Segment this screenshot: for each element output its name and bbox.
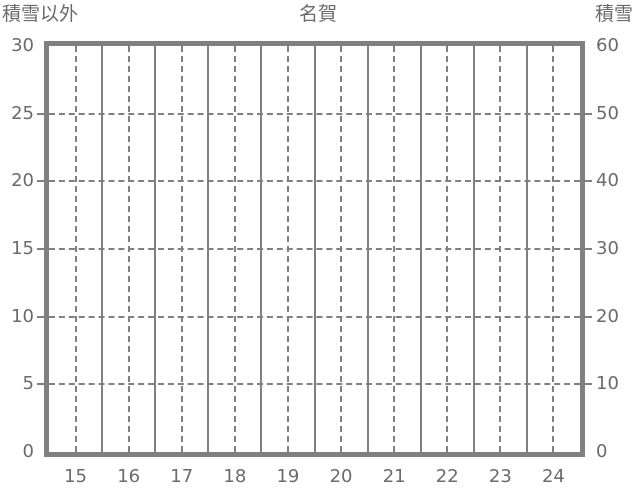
tick-mark-right xyxy=(585,383,592,386)
tick-mark-right xyxy=(585,180,592,183)
gridline-horizontal xyxy=(49,315,580,318)
tick-mark-right xyxy=(585,315,592,318)
y-axis-tick-label-right: 30 xyxy=(596,238,619,259)
gridline-horizontal xyxy=(49,112,580,115)
x-axis-tick-label: 19 xyxy=(276,466,300,487)
tick-mark-left xyxy=(37,112,44,115)
y-axis-tick-label-left: 0 xyxy=(22,441,34,462)
y-axis-tick-label-right: 40 xyxy=(596,170,619,192)
x-axis-tick-label: 17 xyxy=(170,466,194,487)
plot-grid xyxy=(49,46,580,452)
tick-mark-left xyxy=(37,248,44,250)
gridline-horizontal xyxy=(49,248,580,250)
y-axis-tick-label-left: 30 xyxy=(11,35,34,56)
gridline-horizontal xyxy=(49,383,580,386)
x-axis-tick-label: 23 xyxy=(488,466,512,487)
tick-mark-left xyxy=(37,180,44,183)
y-axis-tick-label-left: 10 xyxy=(11,305,34,327)
tick-mark-left xyxy=(37,383,44,386)
x-axis-tick-label: 18 xyxy=(223,466,247,487)
x-axis-tick-label: 15 xyxy=(64,466,87,487)
y-axis-tick-label-left: 25 xyxy=(11,102,34,124)
x-axis-tick-label: 24 xyxy=(541,466,565,487)
left-axis-title: 積雪以外 xyxy=(2,3,79,25)
x-axis-tick-label: 20 xyxy=(329,466,353,487)
tick-mark-right xyxy=(585,248,592,250)
y-axis-tick-label-left: 5 xyxy=(22,373,34,395)
plot-area xyxy=(44,41,585,457)
tick-mark-right xyxy=(585,112,592,115)
y-axis-tick-label-right: 60 xyxy=(596,35,619,56)
y-axis-tick-label-left: 15 xyxy=(11,238,34,259)
y-axis-tick-label-right: 20 xyxy=(596,305,619,327)
y-axis-tick-label-left: 20 xyxy=(11,170,34,192)
x-axis-tick-label: 22 xyxy=(435,466,459,487)
chart-title: 名賀 xyxy=(298,3,337,25)
x-axis-tick-label: 16 xyxy=(117,466,141,487)
right-axis-title: 積雪 xyxy=(594,3,633,25)
y-axis-tick-label-right: 50 xyxy=(596,102,619,124)
gridline-horizontal xyxy=(49,180,580,183)
y-axis-tick-label-right: 0 xyxy=(596,441,608,462)
y-axis-tick-label-right: 10 xyxy=(596,373,619,395)
tick-mark-left xyxy=(37,315,44,318)
x-axis-tick-label: 21 xyxy=(382,466,406,487)
